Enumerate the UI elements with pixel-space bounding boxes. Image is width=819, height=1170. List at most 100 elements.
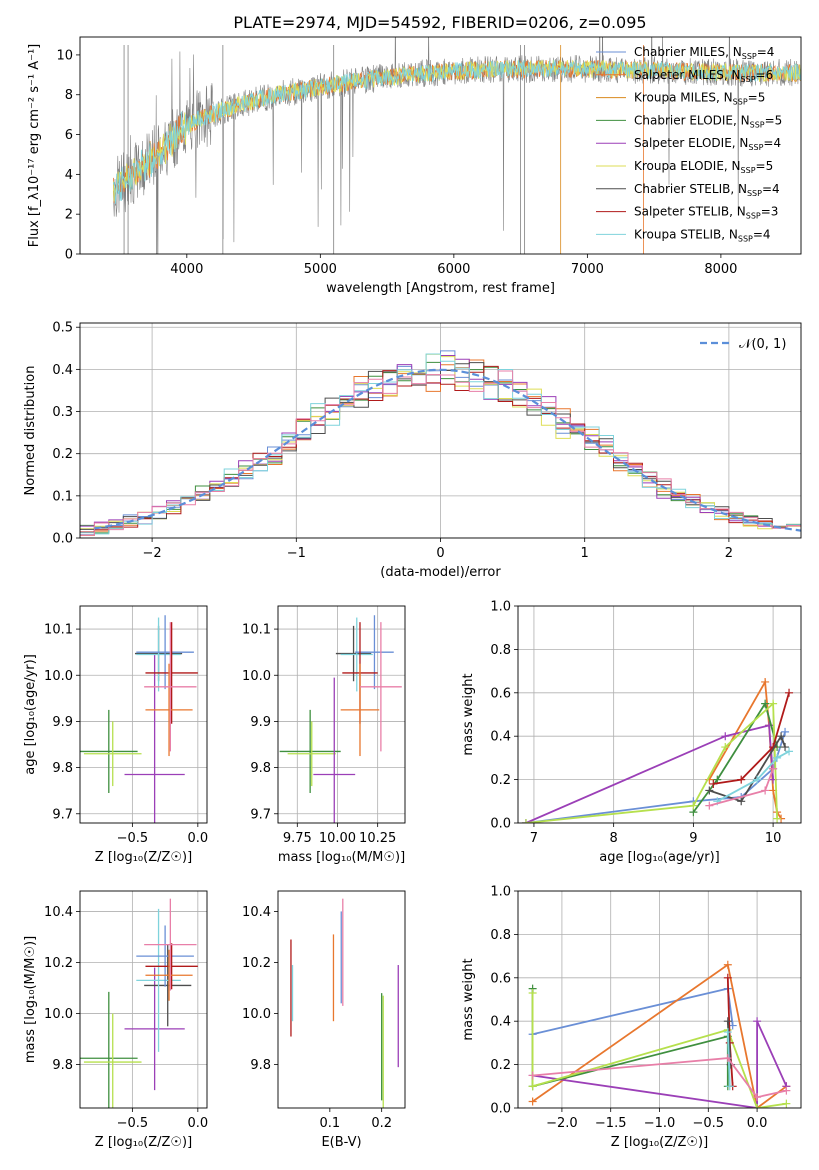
y-tick-label: 10.1 [44, 623, 73, 638]
x-tick-label: −2.0 [546, 1116, 578, 1131]
legend-sub: SSP [742, 52, 757, 61]
x-axis-label: E(B-V) [321, 1135, 361, 1150]
axes-frame [517, 605, 802, 824]
x-tick-label: −0.5 [693, 1116, 725, 1131]
legend-sub: SSP [741, 166, 756, 175]
x-tick-label: 7000 [571, 262, 604, 277]
x-tick-label: −2 [143, 546, 162, 561]
y-tick-label: 10.2 [242, 956, 271, 971]
weight-marker [705, 786, 714, 795]
x-axis-label: (data-model)/error [380, 565, 501, 580]
x-tick-label: 0 [436, 546, 444, 561]
x-tick-label: 0.0 [747, 1116, 768, 1131]
weight-line-chabrier_stelib [709, 734, 786, 803]
legend-label: Salpeter ELODIE, N [634, 136, 748, 150]
axes-frame [277, 605, 406, 824]
y-tick-label: 0.6 [490, 971, 511, 986]
y-tick-label: 0.4 [52, 363, 73, 378]
y-tick-label: 0.0 [490, 1102, 511, 1117]
y-tick-label: 0.5 [52, 321, 73, 336]
weight-marker [773, 814, 782, 823]
x-tick-label: 0.0 [187, 1116, 208, 1131]
y-tick-label: 0.0 [52, 532, 73, 547]
legend-entry: Chabrier ELODIE, NSSP=5 [634, 113, 782, 129]
legend-entry: Chabrier STELIB, NSSP=4 [634, 182, 780, 198]
weight-line-kroupa_stelib [716, 750, 790, 803]
x-tick-label: 7 [530, 831, 538, 846]
legend-label: Kroupa STELIB, N [634, 227, 738, 241]
axes-frame [517, 890, 802, 1109]
plot-area [518, 891, 801, 1108]
weight-marker [721, 732, 730, 741]
panel-weights_vs_Z: −2.0 −1.5 −1.0 −0.5 0.0 0.0 0.2 0.4 0.6 0.8 1.0 Z [… [461, 885, 802, 1150]
weight-marker [785, 747, 794, 756]
y-tick-label: 0.6 [490, 686, 511, 701]
y-tick-label: 4 [65, 168, 73, 183]
plot-area [278, 606, 405, 823]
y-tick-label: 0.8 [490, 643, 511, 658]
plot-area [113, 37, 801, 254]
figure-title: PLATE=2974, MJD=54592, FIBERID=0206, z=0… [233, 13, 646, 32]
y-tick-label: 10.4 [242, 905, 271, 920]
weight-marker [528, 1097, 537, 1106]
legend-sub: SSP [733, 98, 748, 107]
x-axis-label: Z [log₁₀(Z/Z☉)] [95, 850, 192, 865]
x-axis-label: mass [log₁₀(M/M☉)] [278, 850, 405, 865]
legend-entry: Kroupa MILES, NSSP=5 [634, 91, 765, 107]
weight-line-salpeter_miles [532, 963, 787, 1108]
legend-entry: Kroupa STELIB, NSSP=4 [634, 227, 771, 243]
plot-area [80, 606, 207, 823]
x-axis-label: Z [log₁₀(Z/Z☉)] [95, 1135, 192, 1150]
legend-suffix: =4 [753, 227, 771, 241]
y-tick-label: 10.0 [242, 1007, 271, 1022]
panel-age_vs_Z: −0.5 0.0 9.7 9.8 9.9 10.0 10.1 Z [log₁₀(Z/Z☉)] a… [23, 605, 208, 865]
y-tick-label: 8 [65, 88, 73, 103]
weight-marker [737, 797, 746, 806]
panel-spectrum: 4000 5000 6000 7000 8000 0 2 4 6 8 10 wavelength [A… [27, 36, 802, 296]
histogram-pink [80, 370, 801, 536]
legend-label: Chabrier MILES, N [634, 45, 742, 59]
weight-marker [737, 775, 746, 784]
x-axis-label: Z [log₁₀(Z/Z☉)] [611, 1135, 708, 1150]
legend-sub: SSP [738, 234, 753, 243]
legend-suffix: =5 [756, 159, 774, 173]
legend-label: Chabrier STELIB, N [634, 182, 747, 196]
weight-marker [723, 1028, 732, 1037]
x-tick-label: 10 [765, 831, 782, 846]
weight-marker [785, 688, 794, 697]
y-axis-label: Flux [f_λ10⁻¹⁷ erg cm⁻² s⁻¹ A⁻¹] [27, 44, 42, 248]
x-tick-label: 10.25 [359, 831, 396, 846]
weight-marker [713, 775, 722, 784]
panel-age_vs_mass: 9.75 10.00 10.25 9.7 9.8 9.9 10.0 10.1 mass [log… [242, 605, 406, 865]
weight-marker [725, 1082, 734, 1091]
y-axis-label: age [log₁₀(age/yr)] [23, 654, 38, 775]
weight-marker [723, 973, 732, 982]
plot-area [518, 606, 801, 823]
panel-residuals: −2 −1 0 1 2 0.0 0.1 0.2 0.3 0.4 0.5 (data-model)/er… [23, 321, 802, 580]
legend-entry: Kroupa ELODIE, NSSP=5 [634, 159, 773, 175]
x-tick-label: 2 [725, 546, 733, 561]
y-tick-label: 1.0 [490, 885, 511, 900]
legend-sub: SSP [741, 75, 756, 84]
legend-suffix: =5 [765, 113, 783, 127]
weight-marker [721, 743, 730, 752]
legend-suffix: =4 [757, 45, 775, 59]
weight-marker [709, 779, 718, 788]
y-tick-label: 10.0 [242, 669, 271, 684]
weight-line-salpeter_elodie [532, 1020, 788, 1108]
weight-marker [723, 1054, 732, 1063]
y-tick-label: 2 [65, 208, 73, 223]
weight-marker [782, 1086, 791, 1095]
y-tick-label: 9.8 [52, 761, 73, 776]
panel-mass_vs_ebv: 0.1 0.2 9.8 10.0 10.2 10.4 E(B-V) [242, 890, 406, 1150]
y-tick-label: 10.0 [44, 1007, 73, 1022]
histogram-chabrier_stelib [80, 362, 801, 530]
y-tick-label: 0.3 [52, 405, 73, 420]
weight-marker [769, 764, 778, 773]
plot-area [80, 323, 801, 538]
legend-suffix: =4 [762, 182, 780, 196]
weight-marker [769, 699, 778, 708]
legend-entry: 𝒩(0, 1) [739, 337, 786, 352]
